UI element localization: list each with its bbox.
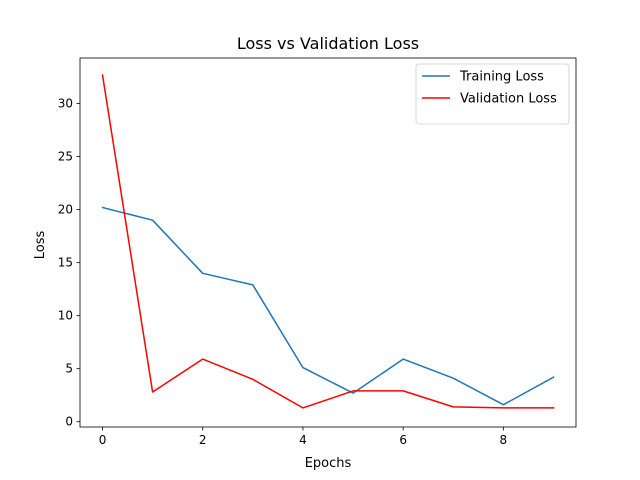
legend-label: Training Loss [459, 70, 544, 85]
x-axis-label: Epochs [305, 456, 352, 471]
x-tick-label: 2 [199, 433, 207, 447]
plot-area: 0 2 4 6 8 0 5 10 15 20 25 30 [58, 57, 577, 447]
x-tick-label: 6 [399, 433, 407, 447]
y-axis-label: Loss [33, 231, 48, 260]
y-tick-label: 0 [65, 415, 73, 429]
y-tick-label: 20 [58, 203, 73, 217]
y-tick-label: 30 [58, 97, 73, 111]
legend-label: Validation Loss [460, 92, 557, 107]
axes-frame [79, 57, 577, 428]
y-tick-label: 5 [65, 362, 73, 376]
series-line-training-loss [101, 206, 555, 406]
y-tick-label: 10 [58, 309, 73, 323]
legend: Training Loss Validation Loss [415, 63, 570, 125]
x-tick-label: 0 [99, 433, 107, 447]
x-tick-label: 4 [299, 433, 307, 447]
series-line-validation-loss [101, 74, 555, 409]
y-tick-label: 25 [58, 150, 73, 164]
y-tick-label: 15 [58, 256, 73, 270]
x-tick-label: 8 [500, 433, 508, 447]
chart-title: Loss vs Validation Loss [237, 34, 419, 53]
legend-box [415, 63, 570, 125]
